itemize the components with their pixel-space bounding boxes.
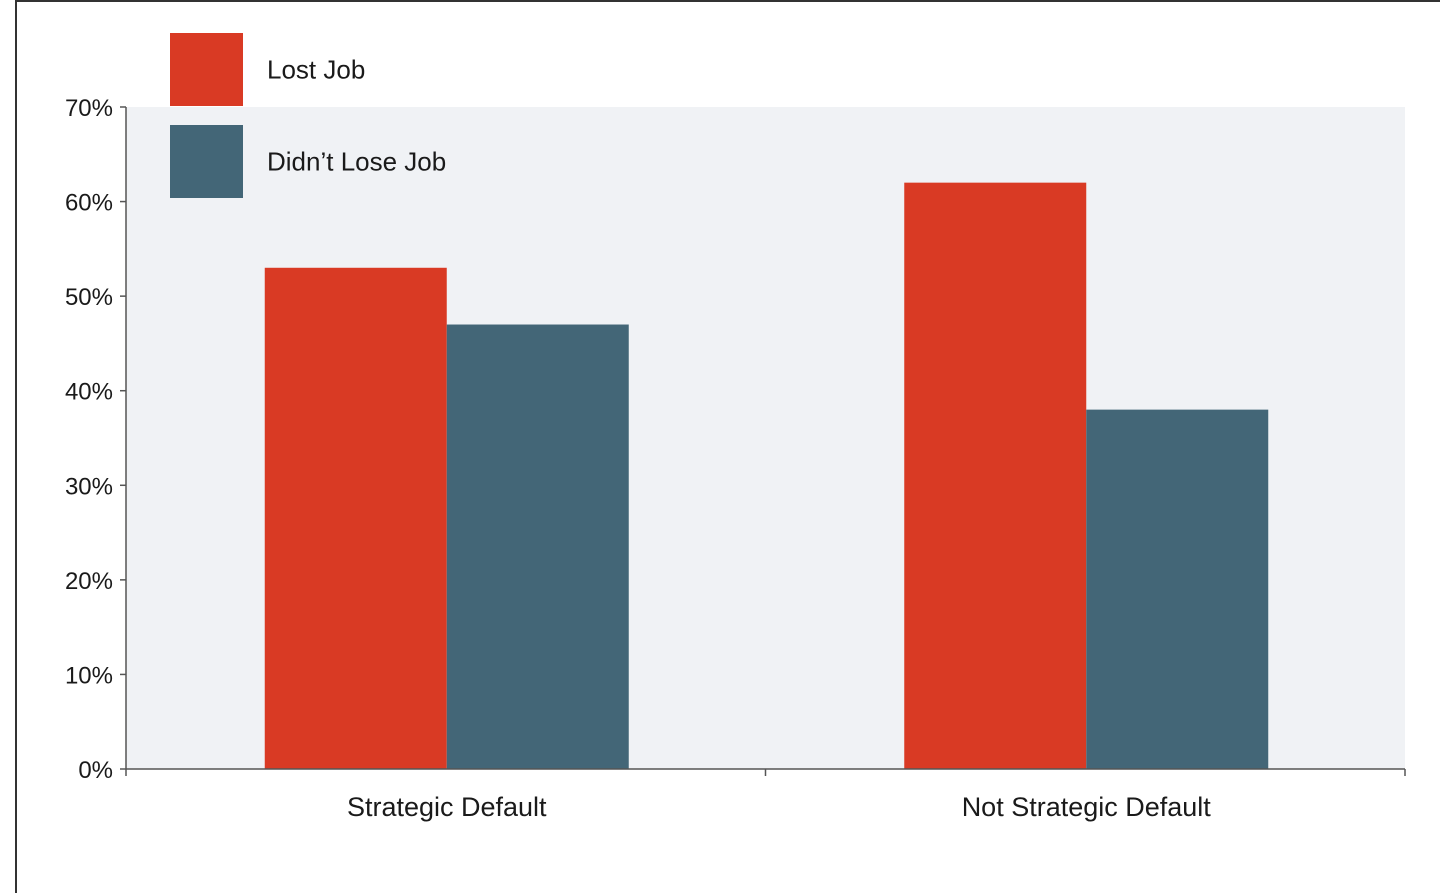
y-tick-label: 0% [78,757,113,784]
legend-swatch [170,125,243,198]
x-tick-label: Strategic Default [347,792,547,822]
y-tick-label: 20% [65,568,113,595]
legend-label: Didn’t Lose Job [267,147,446,177]
chart-frame: Strategic Default Not Strategic Default 0%… [15,0,1440,893]
y-tick-label: 40% [65,379,113,406]
y-tick-label: 50% [65,284,113,311]
bar-didnt-lose-job-0 [446,324,629,769]
bar-lost-job-1 [904,182,1087,769]
y-tick-label: 70% [65,95,113,122]
y-tick-label: 10% [65,662,113,689]
x-tick-label: Not Strategic Default [962,792,1212,822]
legend-swatch [170,33,243,106]
y-tick-label: 30% [65,473,113,500]
legend-label: Lost Job [267,55,365,85]
bar-didnt-lose-job-1 [1086,409,1269,769]
bar-lost-job-0 [264,267,447,769]
y-tick-label: 60% [65,190,113,217]
bar-chart: Strategic Default Not Strategic Default 0%… [65,33,1406,822]
